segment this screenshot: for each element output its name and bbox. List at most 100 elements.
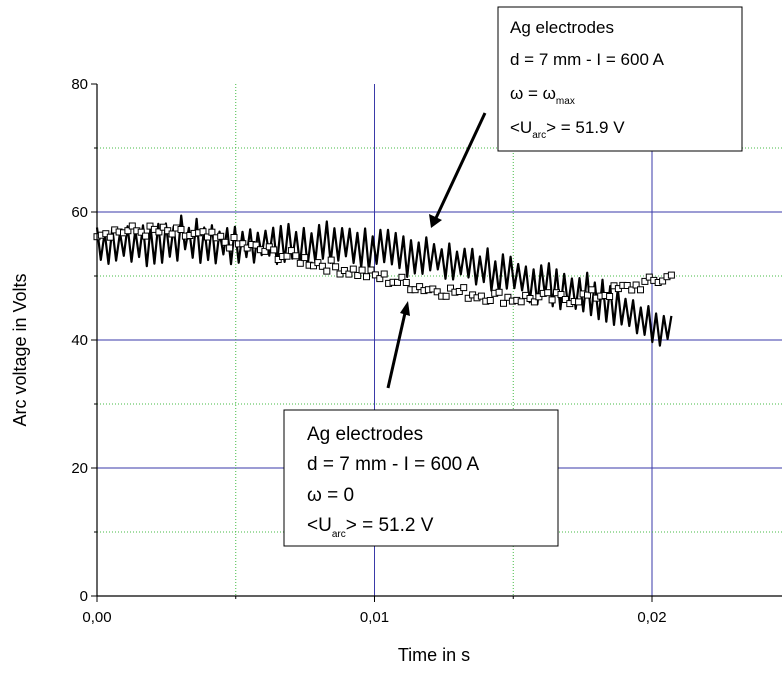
y-tick-label-0: 0 <box>80 588 88 605</box>
x-tick-label-0: 0,00 <box>82 609 111 626</box>
series-point-1-69 <box>398 273 406 281</box>
annotation-top-u: <U <box>510 118 532 137</box>
series-point-1-87 <box>477 292 485 300</box>
series-point-1-53 <box>327 256 335 264</box>
x-axis-title: Time in s <box>398 645 470 665</box>
annotation-top-line-3: ω = ωmax <box>510 84 575 107</box>
series-point-1-105 <box>557 291 565 298</box>
annotation-top-sub-arc: arc <box>532 130 546 141</box>
annotation-top-line-2: d = 7 mm - I = 600 A <box>510 50 665 69</box>
series-point-1-112 <box>588 286 596 294</box>
series-point-1-24 <box>199 228 207 236</box>
series-point-1-43 <box>283 252 291 260</box>
x-tick-label-2: 0,02 <box>637 609 666 626</box>
series-point-1-121 <box>628 286 636 294</box>
series-point-1-123 <box>637 286 644 294</box>
series-point-1-19 <box>177 226 185 233</box>
annotation-arrow-top <box>429 112 487 228</box>
series-point-1-25 <box>204 233 211 241</box>
y-tick-label-3: 60 <box>71 204 88 221</box>
annotation-bottom-line-2: d = 7 mm - I = 600 A <box>307 454 479 475</box>
series-point-1-64 <box>376 275 384 283</box>
annotation-bottom-value: > = 51.2 V <box>346 515 434 536</box>
series-point-1-26 <box>208 228 216 236</box>
series-point-1-70 <box>402 279 410 286</box>
series-point-1-30 <box>226 244 234 252</box>
series-point-1-80 <box>447 284 454 292</box>
series-point-1-11 <box>142 232 150 240</box>
series-point-1-92 <box>500 299 507 307</box>
series-point-1-33 <box>239 240 247 248</box>
series-point-1-99 <box>530 298 538 306</box>
annotation-top-omega: ω = ω <box>510 84 556 103</box>
series-point-1-111 <box>584 291 591 299</box>
series-point-1-58 <box>349 265 357 273</box>
series-point-1-17 <box>168 230 176 238</box>
series-point-1-91 <box>495 288 503 296</box>
series-point-1-3 <box>106 233 114 241</box>
series-point-1-29 <box>221 238 229 246</box>
series-point-1-77 <box>433 288 441 296</box>
series-point-1-73 <box>416 283 424 291</box>
series-point-1-7 <box>124 227 132 235</box>
series-point-1-31 <box>230 234 238 241</box>
series-point-1-68 <box>394 278 401 286</box>
series-point-1-89 <box>486 297 494 304</box>
axes <box>91 83 782 602</box>
annotation-top-sub-max: max <box>556 96 575 107</box>
series-point-1-51 <box>318 262 326 270</box>
series-point-1-106 <box>561 296 569 303</box>
tick-labels: 0 20 40 60 80 0,00 0,01 0,02 <box>71 76 666 626</box>
y-tick-label-4: 80 <box>71 76 88 93</box>
series-point-1-124 <box>641 277 649 285</box>
y-axis-title: Arc voltage in Volts <box>10 273 30 426</box>
annotation-arrow-bottom <box>386 301 410 389</box>
series-point-1-120 <box>623 282 631 289</box>
series-point-1-54 <box>332 263 340 271</box>
series-point-1-10 <box>137 228 145 236</box>
annotation-bottom-sub-arc: arc <box>332 529 346 540</box>
annotation-bottom-line-1: Ag electrodes <box>307 424 423 445</box>
series-point-1-63 <box>371 271 379 279</box>
annotation-bottom-u: <U <box>307 515 332 536</box>
series-point-1-103 <box>548 296 556 304</box>
series-markers-1 <box>93 222 675 308</box>
series-point-1-38 <box>261 247 269 255</box>
series-point-1-50 <box>314 259 322 267</box>
series-point-1-57 <box>345 270 353 278</box>
annotation-bottom-line-4: <Uarc> = 51.2 V <box>307 515 434 540</box>
series-point-1-96 <box>517 298 525 306</box>
series-point-1-56 <box>340 267 348 274</box>
series-point-1-128 <box>659 277 667 285</box>
series-point-1-60 <box>358 266 366 274</box>
series-point-1-8 <box>128 222 136 230</box>
annotation-top-value: > = 51.9 V <box>546 118 625 137</box>
series-point-1-65 <box>380 270 388 278</box>
series-point-1-46 <box>296 259 304 267</box>
series-point-1-44 <box>287 247 295 255</box>
series-point-1-93 <box>504 293 512 301</box>
series-point-1-40 <box>270 246 278 254</box>
annotation-box-rotating: Ag electrodes d = 7 mm - I = 600 A ω = ω… <box>497 6 743 152</box>
series-point-1-82 <box>455 288 463 295</box>
series-point-1-122 <box>632 281 640 289</box>
series-point-1-79 <box>442 292 450 300</box>
series-point-1-47 <box>301 254 309 262</box>
series-point-1-62 <box>367 266 375 274</box>
y-tick-label-1: 20 <box>71 460 88 477</box>
series-point-1-36 <box>252 241 260 249</box>
series-point-1-116 <box>606 293 614 300</box>
series-point-1-109 <box>575 298 583 306</box>
series-point-1-45 <box>292 252 300 260</box>
x-tick-label-1: 0,01 <box>360 609 389 626</box>
series-point-1-130 <box>667 271 675 279</box>
annotation-top-line-1: Ag electrodes <box>510 18 614 37</box>
series-point-1-102 <box>544 289 552 297</box>
annotation-bottom-line-3: ω = 0 <box>307 485 354 506</box>
series-point-1-28 <box>217 232 225 240</box>
series-point-1-52 <box>323 267 331 275</box>
data-series <box>93 214 675 347</box>
annotation-top-line-4: <Uarc> = 51.9 V <box>510 118 625 141</box>
series-point-1-14 <box>155 228 163 236</box>
